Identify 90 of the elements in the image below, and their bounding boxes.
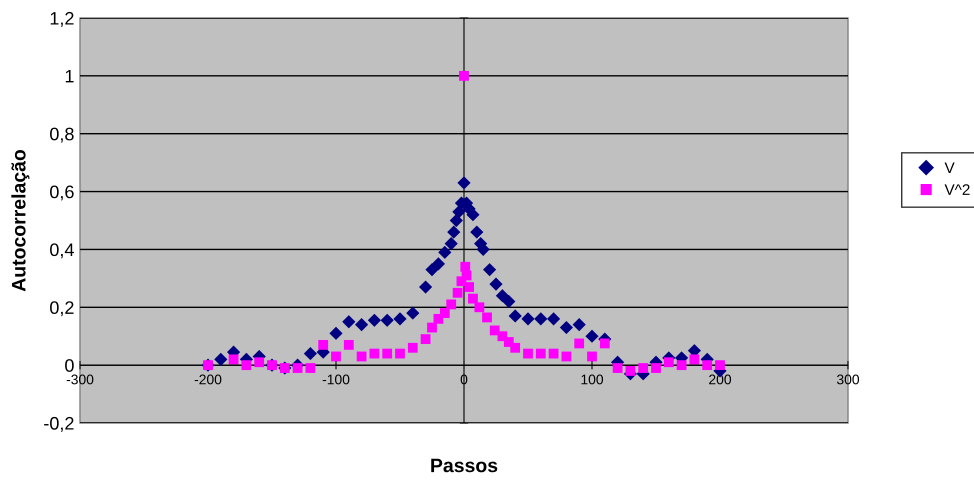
point [612,363,623,373]
point [464,282,474,292]
point [702,360,712,370]
point [446,299,456,310]
point [304,346,317,360]
point [600,338,610,348]
point [214,352,228,366]
point [408,342,418,353]
y-tick-label: 1 [66,70,74,82]
point [572,318,586,332]
point [395,348,405,358]
y-tick-label: 0,4 [50,243,74,258]
point [368,314,381,327]
point [355,318,368,332]
point [689,354,700,364]
x-axis-title: Passos [431,458,498,472]
point [651,363,661,373]
point [548,348,559,358]
point [452,288,463,298]
point [510,342,520,353]
point [342,315,356,328]
point [228,354,239,364]
y-axis-title: Autocorrelação [11,150,30,292]
point [444,237,458,250]
point [452,205,466,218]
point [521,312,535,326]
point [382,348,392,358]
y-tick-label: 0 [65,359,74,372]
x-tick-label: -100 [322,374,350,384]
point [561,352,572,362]
point [496,289,509,302]
point [318,340,328,350]
point [490,326,500,336]
point [459,70,469,81]
x-tick-label: 300 [836,374,860,384]
point [406,306,420,320]
point [447,225,460,239]
point [393,312,407,326]
point [462,270,472,280]
point [466,208,480,222]
point [329,326,343,340]
legend-label: V^2 [944,184,970,195]
point [425,263,439,276]
point [457,176,471,190]
y-tick-label: 0,8 [50,128,74,143]
point [344,340,354,350]
y-tick-label: 1,2 [50,12,74,27]
point [534,312,548,326]
point [664,357,674,368]
point [468,294,478,304]
point [440,308,450,318]
point [502,294,516,308]
point [508,309,522,323]
y-tick-label: -0,2 [44,416,74,432]
point [536,348,546,358]
point [483,263,496,276]
point [585,330,599,343]
point [380,314,394,327]
point [254,357,264,368]
x-tick-label: 200 [709,374,732,384]
point [560,320,573,334]
point [356,352,367,362]
point [241,360,252,370]
point [438,246,452,259]
point [331,352,341,362]
legend-label: V [944,162,955,174]
point [489,278,503,291]
point [638,363,648,373]
point [420,334,431,344]
y-tick-label: 0,2 [50,301,74,316]
point [470,225,484,239]
point [676,360,687,370]
point [715,360,725,370]
x-tick-label: 100 [581,374,604,384]
point [305,363,316,373]
x-tick-label: -200 [194,374,222,384]
point [474,302,484,312]
point [427,322,437,332]
point [419,280,432,294]
x-tick-label: -300 [66,374,94,384]
point [523,348,533,358]
point [369,348,380,358]
point [587,352,597,362]
point [547,312,560,326]
point [574,338,584,348]
point [292,363,303,373]
point [432,257,445,270]
y-tick-label: 0,6 [50,186,74,200]
point [625,366,636,376]
point [482,312,492,322]
